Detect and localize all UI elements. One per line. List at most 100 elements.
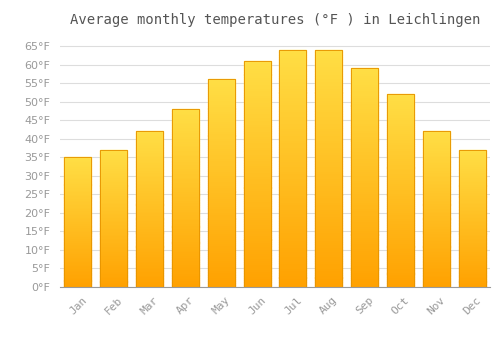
Bar — [172, 244, 199, 246]
Bar — [387, 264, 414, 266]
Bar — [100, 229, 127, 231]
Bar — [172, 221, 199, 223]
Bar — [136, 195, 163, 197]
Bar — [280, 254, 306, 256]
Bar — [351, 134, 378, 136]
Bar — [136, 226, 163, 228]
Bar — [64, 162, 92, 164]
Bar — [208, 123, 234, 125]
Bar — [172, 216, 199, 218]
Bar — [244, 61, 270, 63]
Bar — [172, 164, 199, 166]
Bar — [100, 256, 127, 257]
Bar — [172, 120, 199, 121]
Bar — [458, 261, 485, 262]
Bar — [100, 251, 127, 253]
Bar — [316, 247, 342, 249]
Bar — [64, 201, 92, 203]
Bar — [136, 285, 163, 287]
Bar — [351, 285, 378, 287]
Bar — [423, 215, 450, 217]
Bar — [136, 267, 163, 268]
Bar — [423, 218, 450, 220]
Bar — [280, 278, 306, 280]
Bar — [351, 226, 378, 228]
Bar — [64, 243, 92, 244]
Bar — [100, 268, 127, 269]
Bar — [136, 201, 163, 203]
Bar — [136, 214, 163, 215]
Bar — [208, 129, 234, 131]
Bar — [316, 228, 342, 230]
Bar — [100, 275, 127, 276]
Bar — [208, 150, 234, 152]
Bar — [316, 109, 342, 112]
Bar — [172, 230, 199, 232]
Bar — [100, 191, 127, 193]
Bar — [64, 196, 92, 197]
Bar — [423, 148, 450, 150]
Bar — [136, 250, 163, 251]
Bar — [244, 104, 270, 106]
Bar — [280, 55, 306, 57]
Bar — [423, 278, 450, 279]
Bar — [387, 98, 414, 100]
Bar — [351, 75, 378, 77]
Bar — [387, 123, 414, 125]
Bar — [208, 214, 234, 216]
Bar — [172, 248, 199, 250]
Bar — [387, 177, 414, 179]
Bar — [458, 205, 485, 206]
Bar — [280, 116, 306, 119]
Bar — [387, 279, 414, 281]
Bar — [244, 212, 270, 215]
Bar — [316, 180, 342, 183]
Bar — [136, 278, 163, 279]
Bar — [458, 248, 485, 250]
Bar — [458, 269, 485, 271]
Bar — [244, 178, 270, 181]
Bar — [280, 223, 306, 225]
Bar — [387, 119, 414, 121]
Bar — [458, 180, 485, 181]
Bar — [387, 104, 414, 106]
Bar — [64, 178, 92, 179]
Bar — [244, 262, 270, 264]
Bar — [316, 159, 342, 161]
Bar — [387, 144, 414, 146]
Bar — [244, 88, 270, 90]
Bar — [208, 185, 234, 187]
Bar — [208, 220, 234, 223]
Bar — [423, 183, 450, 184]
Bar — [280, 168, 306, 171]
Bar — [208, 142, 234, 144]
Bar — [244, 147, 270, 149]
Bar — [387, 183, 414, 185]
Bar — [458, 209, 485, 210]
Bar — [244, 113, 270, 115]
Bar — [244, 255, 270, 258]
Bar — [280, 261, 306, 263]
Bar — [423, 158, 450, 159]
Bar — [136, 228, 163, 229]
Bar — [458, 231, 485, 232]
Bar — [351, 110, 378, 112]
Bar — [280, 164, 306, 166]
Bar — [423, 175, 450, 176]
Bar — [280, 209, 306, 211]
Bar — [458, 198, 485, 199]
Bar — [423, 254, 450, 256]
Bar — [458, 218, 485, 220]
Bar — [458, 217, 485, 218]
Bar — [423, 184, 450, 186]
Bar — [136, 142, 163, 144]
Bar — [136, 225, 163, 226]
Bar — [387, 117, 414, 119]
Bar — [423, 133, 450, 134]
Bar — [280, 225, 306, 228]
Bar — [387, 225, 414, 227]
Bar — [351, 206, 378, 208]
Bar — [172, 177, 199, 178]
Bar — [244, 106, 270, 108]
Bar — [208, 177, 234, 179]
